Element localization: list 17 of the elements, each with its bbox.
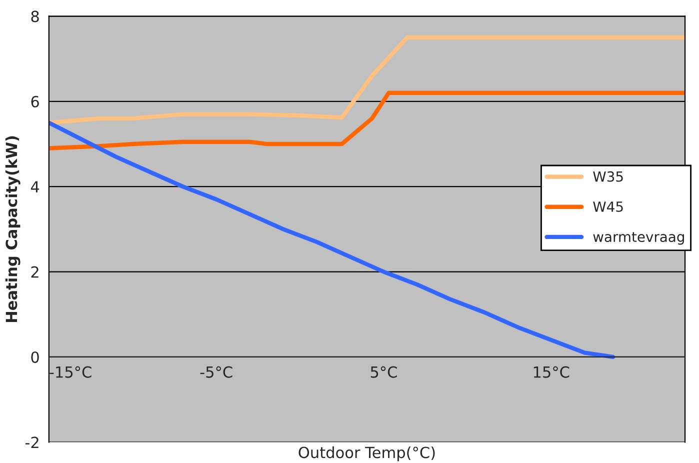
line-series: [48, 35, 686, 125]
x-tick-label: 15°C: [534, 366, 570, 378]
x-axis-title: Outdoor Temp(°C): [298, 446, 435, 462]
line-series: [48, 90, 686, 150]
legend-label: W45: [593, 202, 623, 212]
y-axis-title: Heating Capacity(kW): [5, 136, 20, 322]
legend-label: warmtevraag: [593, 232, 684, 245]
x-tick-label: -15°C: [50, 366, 92, 378]
y-tick-label: 2: [31, 266, 38, 278]
y-tick-label: -2: [25, 436, 38, 448]
y-tick-label: 8: [31, 10, 39, 22]
y-tick-label: 4: [30, 181, 40, 192]
x-tick-label: 5°C: [370, 366, 397, 378]
y-tick-label: 0: [31, 351, 39, 363]
y-tick-label: 6: [31, 96, 39, 108]
x-tick-label: -5°C: [200, 366, 232, 378]
legend-label: W35: [593, 171, 623, 182]
